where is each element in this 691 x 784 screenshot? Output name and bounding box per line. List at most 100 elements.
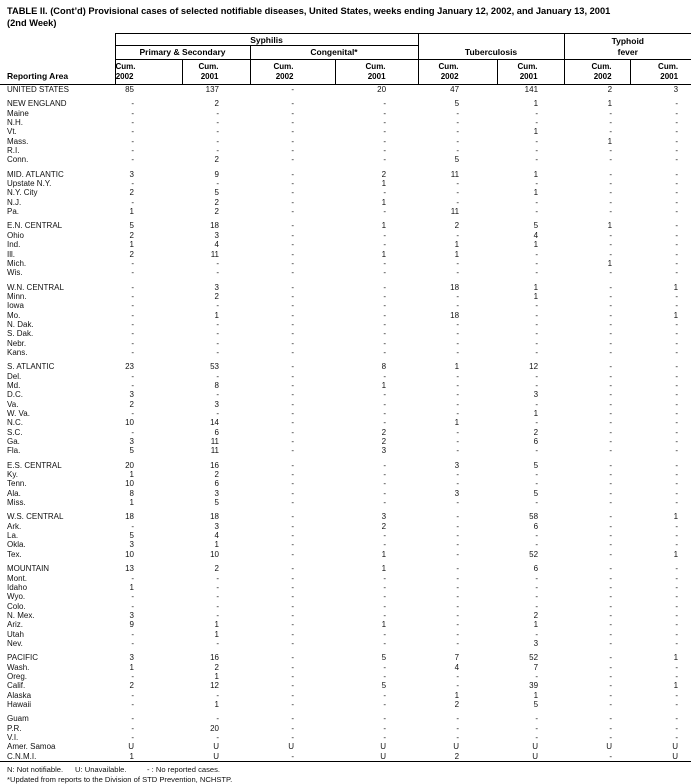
table-row: Mich. - - - - - - 1 -: [0, 259, 691, 268]
value-cell: 1: [214, 540, 219, 550]
value-cell: -: [291, 540, 294, 550]
value-cell: 1: [381, 249, 387, 259]
value-cell: -: [383, 291, 387, 301]
value-cell: 10: [210, 549, 219, 559]
value-cell: -: [456, 671, 460, 681]
value-cell: -: [291, 338, 294, 348]
group-header-tuberculosis: Tuberculosis: [417, 33, 565, 60]
value-cell: 2: [533, 610, 539, 620]
value-cell: 3: [533, 638, 539, 648]
value-cell: 3: [454, 488, 460, 498]
value-cell: 1: [673, 549, 679, 559]
reporting-area-cell: Iowa: [7, 301, 24, 311]
value-cell: -: [675, 329, 679, 339]
value-cell: -: [216, 268, 219, 278]
table-row: V.I. - - - - - - - -: [0, 733, 691, 742]
value-cell: 9: [214, 169, 219, 179]
value-cell: -: [456, 301, 460, 311]
value-cell: -: [456, 118, 460, 128]
value-cell: -: [675, 319, 679, 329]
value-cell: -: [609, 268, 613, 278]
reporting-area-cell: PACIFIC: [7, 653, 38, 663]
value-cell: -: [291, 512, 294, 522]
value-cell: -: [291, 470, 294, 480]
value-cell: -: [131, 347, 134, 357]
reporting-area-cell: Pa.: [7, 207, 20, 217]
value-cell: 20: [125, 460, 134, 470]
value-cell: -: [291, 301, 294, 311]
value-cell: -: [675, 427, 679, 437]
value-cell: -: [456, 479, 460, 489]
value-cell: -: [383, 409, 387, 418]
value-cell: -: [216, 714, 219, 724]
column-header-ps-cum-2002: Cum. 2002: [115, 59, 182, 85]
table-row: Minn. - 2 - - - 1 - -: [0, 292, 691, 301]
value-cell: -: [291, 638, 294, 648]
reporting-area-cell: Mont.: [7, 573, 28, 583]
value-cell: -: [609, 653, 613, 663]
value-cell: -: [609, 460, 613, 470]
value-cell: -: [675, 390, 679, 400]
value-cell: -: [456, 127, 460, 137]
value-cell: 1: [607, 136, 613, 146]
value-cell: -: [216, 319, 219, 329]
value-cell: 2: [454, 221, 460, 231]
value-cell: -: [675, 230, 679, 240]
value-cell: 1: [533, 188, 539, 198]
value-cell: -: [535, 733, 539, 742]
table-row: N. Dak. - - - - - - - -: [0, 320, 691, 329]
value-cell: -: [291, 362, 294, 372]
value-cell: -: [383, 418, 387, 428]
reporting-area-cell: Vt.: [7, 127, 17, 137]
table-row: Maine - - - - - - - -: [0, 109, 691, 118]
value-cell: -: [291, 268, 294, 278]
value-cell: 8: [381, 362, 387, 372]
footnote-updated: *Updated from reports to the Division of…: [7, 774, 233, 784]
reporting-area-cell: Wis.: [7, 268, 23, 278]
column-header-tb-cum-2002: Cum. 2002: [417, 59, 498, 85]
table-row: N.J. - 2 - 1 - - - -: [0, 198, 691, 207]
value-cell: 85: [125, 85, 134, 94]
table-row: Mass. - - - - - - 1 -: [0, 137, 691, 146]
table-row: Wyo. - - - - - - - -: [0, 592, 691, 601]
value-cell: -: [675, 498, 679, 508]
value-cell: -: [291, 409, 294, 418]
value-cell: -: [383, 301, 387, 311]
value-cell: -: [383, 671, 387, 681]
reporting-area-cell: Conn.: [7, 155, 29, 165]
reporting-area-cell: N.H.: [7, 118, 23, 128]
value-cell: -: [609, 662, 613, 672]
value-cell: -: [456, 338, 460, 348]
value-cell: 7: [454, 653, 460, 663]
value-cell: -: [131, 409, 134, 418]
value-cell: U: [128, 742, 134, 752]
value-cell: 2: [214, 99, 219, 109]
value-cell: -: [291, 380, 294, 390]
column-header-cong-cum-2002: Cum. 2002: [249, 59, 335, 85]
value-cell: -: [216, 582, 219, 592]
reporting-area-cell: N. Dak.: [7, 319, 34, 329]
value-cell: -: [291, 681, 294, 691]
value-cell: -: [535, 371, 539, 381]
table-title-line2: (2nd Week): [7, 17, 57, 28]
value-cell: -: [291, 521, 294, 531]
value-cell: -: [609, 592, 613, 602]
table-row: Miss. 1 5 - - - - - -: [0, 498, 691, 507]
value-cell: -: [291, 329, 294, 339]
value-cell: -: [131, 146, 134, 156]
value-cell: 3: [214, 230, 219, 240]
value-cell: 5: [129, 446, 134, 456]
value-cell: -: [456, 610, 460, 620]
value-cell: -: [609, 169, 613, 179]
value-cell: 3: [533, 390, 539, 400]
value-cell: -: [675, 690, 679, 700]
value-cell: -: [383, 207, 387, 217]
reporting-area-cell: N.J.: [7, 197, 22, 207]
value-cell: -: [609, 399, 613, 409]
reporting-area-cell: Va.: [7, 399, 19, 409]
value-cell: -: [535, 582, 539, 592]
value-cell: -: [535, 380, 539, 390]
value-cell: U: [288, 742, 294, 752]
value-cell: -: [456, 592, 460, 602]
